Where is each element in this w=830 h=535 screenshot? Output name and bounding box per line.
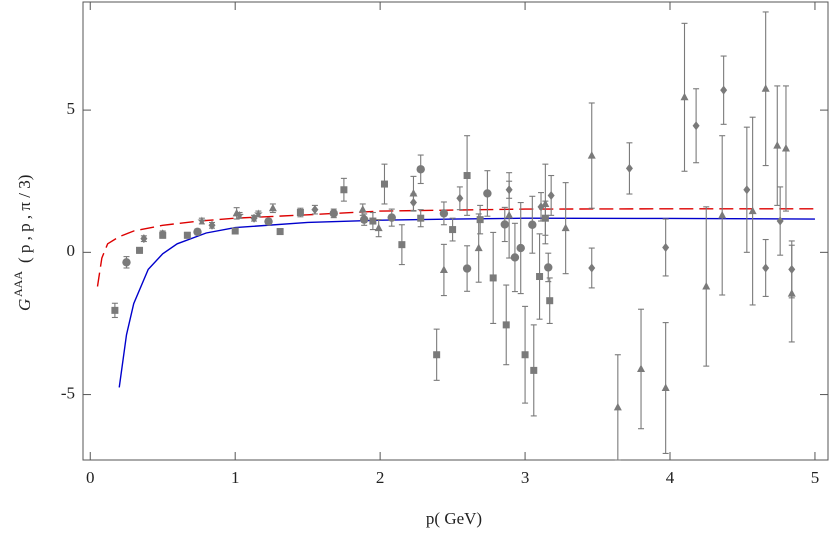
marker-circle xyxy=(122,258,131,267)
marker-square xyxy=(489,274,497,282)
marker-diamond xyxy=(505,185,513,195)
marker-circle xyxy=(528,220,537,229)
marker-star xyxy=(197,216,207,225)
marker-triangle xyxy=(587,151,596,159)
marker-triangle xyxy=(748,206,757,215)
marker-square xyxy=(276,228,284,236)
marker-triangle xyxy=(268,203,277,212)
marker-square xyxy=(136,246,144,254)
marker-triangle xyxy=(781,144,790,152)
marker-square xyxy=(433,351,441,359)
marker-square xyxy=(502,321,510,329)
curve xyxy=(96,208,815,287)
marker-diamond xyxy=(140,234,148,244)
marker-square xyxy=(231,227,239,235)
marker-circle xyxy=(510,253,520,262)
curves xyxy=(96,208,815,388)
marker-circle xyxy=(483,189,492,198)
marker-triangle xyxy=(374,223,383,232)
marker-diamond xyxy=(250,213,258,223)
marker-triangle xyxy=(773,141,782,149)
marker-triangle xyxy=(505,210,514,219)
marker-square xyxy=(546,297,554,305)
marker-diamond xyxy=(662,242,670,252)
marker-circle xyxy=(500,220,509,229)
marker-circle xyxy=(264,217,273,226)
marker-diamond xyxy=(692,121,700,131)
x-axis-label: p( GeV) xyxy=(426,509,482,528)
marker-circle xyxy=(516,243,525,253)
curve xyxy=(118,217,815,388)
marker-diamond xyxy=(762,263,770,273)
y-tick-label: 0 xyxy=(67,241,76,260)
marker-circle xyxy=(544,263,553,272)
y-label-superscript: AAA xyxy=(11,271,25,297)
x-tick-label: 3 xyxy=(521,468,530,487)
marker-star xyxy=(254,209,263,218)
marker-diamond xyxy=(588,263,596,273)
marker-diamond xyxy=(208,220,216,230)
marker-square xyxy=(521,351,529,359)
marker-circle xyxy=(462,264,472,273)
x-tick-label: 0 xyxy=(86,468,95,487)
marker-triangle xyxy=(613,402,622,411)
marker-square xyxy=(449,226,457,234)
x-tick-label: 5 xyxy=(811,468,820,487)
marker-square xyxy=(183,231,191,239)
marker-diamond xyxy=(409,198,417,208)
marker-circle xyxy=(193,227,202,237)
marker-star xyxy=(235,210,244,219)
marker-diamond xyxy=(547,190,555,200)
marker-square xyxy=(380,180,388,188)
marker-square xyxy=(340,186,348,194)
marker-triangle xyxy=(661,383,670,392)
marker-square xyxy=(111,306,119,314)
marker-triangle xyxy=(439,265,448,273)
marker-square xyxy=(463,172,471,180)
marker-square xyxy=(417,214,425,222)
x-tick-label: 4 xyxy=(666,468,675,487)
marker-square xyxy=(530,366,538,374)
marker-circle xyxy=(439,209,449,218)
marker-circle xyxy=(329,209,338,218)
marker-circle xyxy=(359,215,369,224)
marker-circle xyxy=(416,165,425,174)
x-tick-label: 2 xyxy=(376,468,385,487)
x-tick-label: 1 xyxy=(231,468,240,487)
marker-square xyxy=(296,209,304,217)
marker-diamond xyxy=(788,264,796,274)
marker-diamond xyxy=(743,185,751,195)
marker-diamond xyxy=(720,85,728,95)
y-label-symbol: G xyxy=(15,299,34,311)
marker-diamond xyxy=(776,216,784,226)
marker-triangle xyxy=(680,92,689,101)
y-tick-label: -5 xyxy=(61,383,75,402)
marker-triangle xyxy=(358,205,367,213)
marker-triangle xyxy=(541,199,550,207)
marker-diamond xyxy=(159,229,167,239)
marker-diamond xyxy=(625,163,633,173)
marker-square xyxy=(398,241,406,249)
marker-triangle xyxy=(702,281,711,290)
marker-triangle xyxy=(718,210,727,219)
marker-triangle xyxy=(761,84,770,92)
marker-diamond xyxy=(537,202,545,212)
marker-triangle xyxy=(561,223,570,232)
plot-frame xyxy=(82,1,829,461)
y-label-argument: ( p , p , π / 3) xyxy=(15,175,34,263)
marker-triangle xyxy=(474,243,483,252)
marker-square xyxy=(369,217,377,225)
marker-triangle xyxy=(409,188,418,197)
marker-diamond xyxy=(456,193,464,203)
marker-diamond xyxy=(311,205,319,215)
marker-square xyxy=(476,216,484,224)
y-axis-label: G AAA ( p , p , π / 3) xyxy=(11,175,34,311)
y-tick-label: 5 xyxy=(67,99,76,118)
marker-square xyxy=(536,273,544,281)
marker-triangle xyxy=(637,364,646,372)
marker-circle xyxy=(387,213,396,222)
